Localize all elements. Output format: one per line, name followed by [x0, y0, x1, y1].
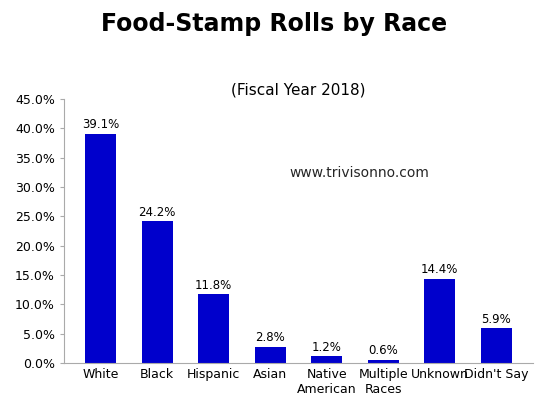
Title: (Fiscal Year 2018): (Fiscal Year 2018) — [231, 83, 366, 98]
Text: 11.8%: 11.8% — [195, 279, 232, 291]
Text: 1.2%: 1.2% — [312, 341, 341, 354]
Bar — [142, 221, 173, 363]
Bar — [198, 294, 229, 363]
Text: Food-Stamp Rolls by Race: Food-Stamp Rolls by Race — [101, 12, 447, 36]
Text: 39.1%: 39.1% — [82, 118, 119, 131]
Text: 5.9%: 5.9% — [481, 313, 511, 326]
Bar — [255, 347, 286, 363]
Bar — [424, 279, 455, 363]
Bar — [85, 134, 116, 363]
Text: 2.8%: 2.8% — [255, 331, 285, 344]
Text: 24.2%: 24.2% — [139, 206, 176, 219]
Bar — [311, 356, 342, 363]
Bar — [481, 328, 512, 363]
Bar — [368, 360, 399, 363]
Text: 0.6%: 0.6% — [368, 344, 398, 357]
Text: 14.4%: 14.4% — [421, 263, 458, 276]
Text: www.trivisonno.com: www.trivisonno.com — [289, 166, 430, 180]
